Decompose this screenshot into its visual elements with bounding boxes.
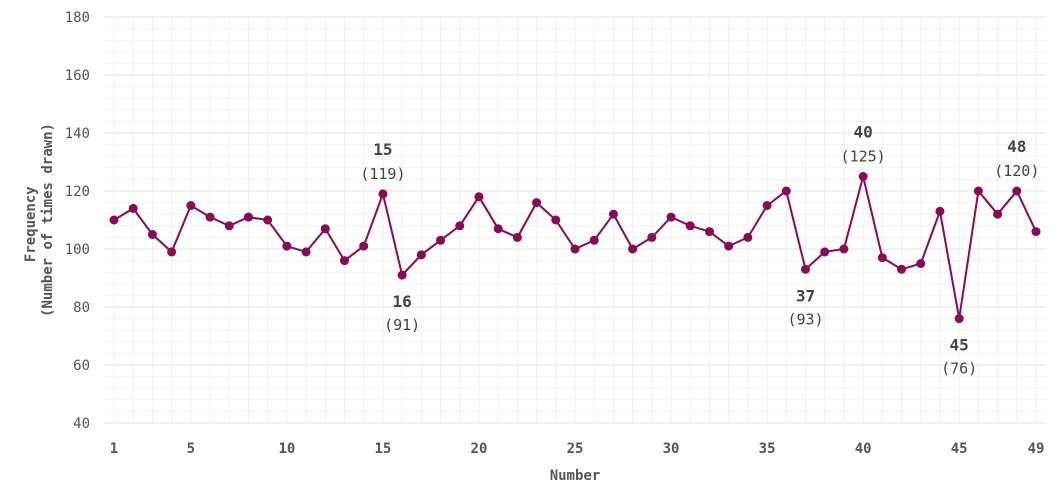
data-point — [839, 244, 849, 254]
data-point — [512, 232, 522, 242]
y-axis-label-line-2: (Number of times drawn) — [40, 123, 56, 317]
data-point — [282, 241, 292, 251]
y-axis-ticks: 40 60 80 100 120 140 160 180 — [65, 10, 90, 432]
data-point — [724, 241, 734, 251]
data-point — [685, 221, 695, 231]
y-tick-label: 60 — [73, 358, 90, 374]
data-point — [858, 172, 868, 181]
y-axis-label-line-1: Frequency — [23, 186, 39, 262]
annotation-number: 37 — [796, 286, 815, 305]
annotation-number: 16 — [392, 292, 411, 311]
x-tick-label: 15 — [374, 441, 391, 457]
annotation-number: 40 — [853, 123, 872, 142]
data-point — [167, 247, 177, 257]
data-point — [1031, 227, 1041, 237]
data-point — [666, 212, 676, 222]
data-point — [109, 215, 119, 225]
data-point — [801, 264, 810, 274]
x-tick-label: 40 — [855, 441, 872, 457]
data-point — [897, 264, 907, 274]
data-point — [704, 227, 714, 237]
data-point — [128, 203, 138, 213]
x-tick-label: 45 — [951, 441, 968, 457]
x-tick-label: 1 — [110, 441, 118, 457]
annotation-value: (76) — [941, 360, 977, 378]
y-tick-label: 40 — [73, 416, 90, 432]
x-tick-label: 49 — [1028, 441, 1045, 457]
data-point — [647, 232, 657, 242]
grid-major — [104, 16, 1046, 424]
data-point — [993, 209, 1003, 219]
annotation-value: (93) — [787, 310, 823, 328]
data-point — [551, 215, 561, 225]
data-point — [743, 232, 753, 242]
y-tick-label: 180 — [65, 10, 90, 26]
x-tick-label: 10 — [278, 441, 295, 457]
data-point — [243, 212, 253, 222]
x-tick-label: 25 — [567, 441, 584, 457]
annotation-value: (119) — [360, 165, 405, 183]
y-tick-label: 140 — [65, 126, 90, 142]
data-point — [762, 201, 772, 210]
data-point — [935, 206, 945, 216]
x-tick-label: 20 — [471, 441, 488, 457]
annotation-number: 45 — [950, 336, 969, 355]
annotations: 15 (119) 16 (91) 37 (93) 40 (125) 45 (76) 48 (120) — [360, 123, 1039, 378]
data-point — [916, 259, 926, 268]
data-point — [532, 198, 542, 208]
annotation-number: 48 — [1007, 137, 1026, 156]
x-axis-ticks: 1 5 10 15 20 25 30 35 40 45 49 — [110, 441, 1045, 457]
y-tick-label: 100 — [65, 242, 90, 258]
data-point — [570, 244, 580, 254]
y-tick-label: 80 — [73, 300, 90, 316]
data-point — [340, 256, 349, 266]
data-point — [608, 209, 618, 219]
data-point — [224, 221, 234, 231]
data-point — [877, 253, 887, 263]
data-point — [205, 212, 215, 222]
data-point — [378, 189, 388, 199]
data-point — [589, 235, 599, 245]
data-point — [820, 247, 830, 257]
data-point — [263, 215, 273, 225]
y-axis-label: Frequency (Number of times drawn) — [23, 123, 56, 317]
annotation-number: 15 — [373, 140, 392, 159]
x-tick-label: 30 — [663, 441, 680, 457]
data-point — [397, 270, 407, 280]
data-point — [416, 250, 426, 260]
x-tick-label: 35 — [759, 441, 776, 457]
data-point — [186, 201, 196, 210]
annotation-value: (91) — [384, 316, 420, 334]
data-point — [147, 230, 157, 239]
x-tick-label: 5 — [187, 441, 195, 457]
data-point — [301, 247, 311, 257]
data-point — [973, 186, 983, 196]
data-point — [455, 221, 465, 231]
data-point — [628, 244, 638, 254]
annotation-value: (125) — [841, 148, 886, 166]
data-point — [436, 235, 446, 245]
x-axis-label: Number — [550, 468, 601, 484]
data-point — [1012, 186, 1022, 196]
data-point — [781, 186, 791, 196]
data-point — [320, 224, 330, 234]
data-point — [493, 224, 503, 234]
y-tick-label: 160 — [65, 68, 90, 84]
annotation-value: (120) — [994, 162, 1039, 180]
data-point — [474, 192, 484, 202]
data-point — [359, 241, 369, 251]
data-points — [109, 172, 1041, 324]
data-point — [954, 314, 964, 324]
y-tick-label: 120 — [65, 184, 90, 200]
